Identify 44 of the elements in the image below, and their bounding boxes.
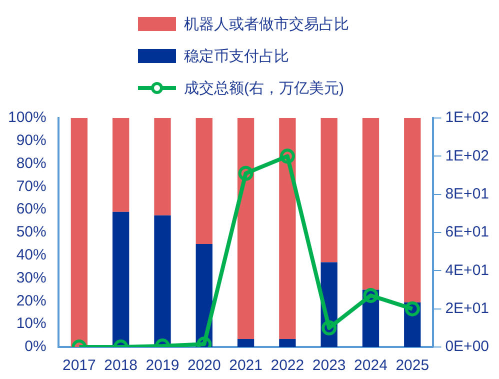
y-tick-label: 30% xyxy=(16,269,46,286)
y-tick-label: 80% xyxy=(16,154,46,172)
y2-tick-label: 0E+00 xyxy=(445,338,490,356)
bar xyxy=(320,118,338,262)
y2-tick-label: 1E+02 xyxy=(445,147,490,164)
x-tick-label: 2018 xyxy=(104,357,138,374)
bar xyxy=(112,118,130,212)
bar xyxy=(279,118,296,339)
y2-tick-label: 6E+01 xyxy=(445,224,490,241)
y-tick-label: 20% xyxy=(16,292,46,310)
point xyxy=(238,166,254,181)
x-tick-label: 2025 xyxy=(396,357,430,374)
legend-label: 成交总额(右，万亿美元) xyxy=(184,78,344,98)
x-tick-label: 2020 xyxy=(187,357,221,374)
bar xyxy=(70,118,88,347)
y2-tick-label: 2E+01 xyxy=(445,300,490,317)
y2-tick-label: 4E+01 xyxy=(445,262,490,279)
x-tick-label: 2021 xyxy=(229,357,262,374)
bar xyxy=(196,118,212,244)
x-tick-label: 2017 xyxy=(62,357,96,374)
y-tick-label: 0% xyxy=(24,338,46,356)
legend-label: 机器人或者做市交易占比 xyxy=(184,14,349,34)
bar xyxy=(237,338,254,347)
legend-label: 稳定币支付占比 xyxy=(184,46,289,66)
point xyxy=(280,148,295,164)
bar xyxy=(237,118,254,339)
y2-tick-label: 1E+02 xyxy=(445,109,490,126)
y-tick-label: 70% xyxy=(16,178,46,195)
x-tick-label: 2024 xyxy=(354,357,388,374)
bar xyxy=(404,118,421,302)
x-tick-label: 2019 xyxy=(146,357,180,374)
y-tick-label: 50% xyxy=(16,224,46,241)
y-tick-label: 100% xyxy=(8,109,46,126)
y-tick-label: 10% xyxy=(16,315,46,332)
bar xyxy=(362,118,380,290)
x-tick-label: 2022 xyxy=(270,357,304,374)
y-tick-label: 90% xyxy=(16,132,46,150)
y-tick-label: 40% xyxy=(16,246,46,264)
bar xyxy=(154,118,171,216)
bar xyxy=(112,212,130,347)
bar xyxy=(279,338,296,347)
y2-tick-label: 8E+01 xyxy=(445,185,490,202)
y-tick-label: 60% xyxy=(16,200,46,218)
x-tick-label: 2023 xyxy=(312,357,346,374)
